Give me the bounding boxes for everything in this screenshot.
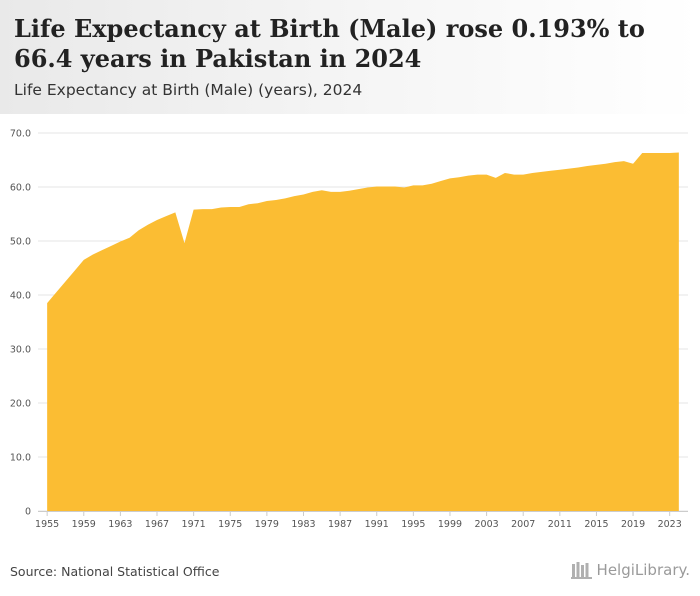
x-tick-label: 2007 [511,519,535,530]
y-tick-label: 20.0 [10,399,31,410]
x-tick-label: 1987 [328,519,352,530]
chart-subtitle: Life Expectancy at Birth (Male) (years),… [14,81,363,99]
x-tick-label: 1999 [438,519,462,530]
x-tick-label: 1963 [108,519,132,530]
y-tick-label: 50.0 [10,237,31,248]
x-tick-label: 1975 [218,519,242,530]
x-tick-label: 2011 [548,519,572,530]
y-tick-label: 60.0 [10,183,31,194]
header-band: Life Expectancy at Birth (Male) rose 0.1… [0,0,700,114]
x-tick-label: 1955 [35,519,59,530]
x-tick-label: 1991 [365,519,389,530]
x-tick-label: 2019 [621,519,645,530]
y-axis: 0 10.0 20.0 30.0 40.0 50.0 60.0 70.0 [10,129,31,518]
y-tick-label: 40.0 [10,291,31,302]
data-area [47,152,679,511]
series-area-life-expectancy-male [47,152,679,511]
y-tick-label: 70.0 [10,129,31,140]
y-tick-label: 30.0 [10,345,31,356]
x-tick-label: 1967 [145,519,169,530]
y-tick-label: 0 [25,507,31,518]
x-tick-label: 1959 [72,519,96,530]
x-tick-label: 2015 [584,519,608,530]
source-note: Source: National Statistical Office [10,564,220,579]
x-tick-label: 2023 [658,519,682,530]
y-tick-label: 10.0 [10,453,31,464]
page-title: Life Expectancy at Birth (Male) rose 0.1… [14,14,645,73]
library-icon [570,562,592,579]
x-tick-label: 2003 [474,519,498,530]
x-tick-label: 1971 [182,519,206,530]
x-tick-label: 1995 [401,519,425,530]
helgi-library-logo[interactable]: HelgiLibrary. [570,561,690,579]
x-tick-label: 1979 [255,519,279,530]
logo-text: HelgiLibrary. [596,561,690,579]
x-axis: 1955 1959 1963 1967 1971 1975 1979 1983 1987 1991… [35,511,688,530]
x-tick-label: 1983 [291,519,315,530]
